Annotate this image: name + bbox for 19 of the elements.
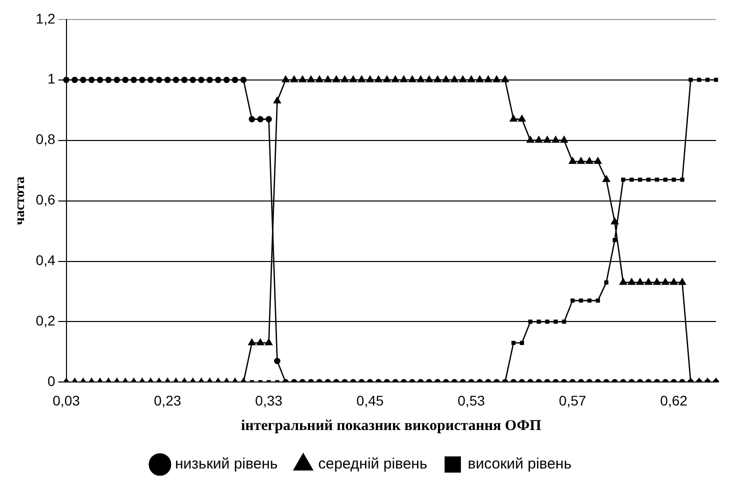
y-axis-title: частота <box>13 176 28 226</box>
y-tick-label: 0,2 <box>36 312 56 329</box>
x-tick-label: 0,62 <box>660 392 688 408</box>
y-tick-label: 0,8 <box>36 131 56 148</box>
legend-label: високий рівень <box>468 456 572 473</box>
y-tick-label: 1 <box>47 70 56 87</box>
y-tick-label: 0,4 <box>36 252 56 268</box>
legend-label: низький рівень <box>174 456 278 473</box>
legend-label: середній рівень <box>318 456 428 473</box>
x-axis-title: інтегральний показник використання ОФП <box>240 418 542 434</box>
x-tick-label: 0,33 <box>255 392 283 408</box>
x-tick-label: 0,57 <box>558 392 586 408</box>
x-tick-label: 0,23 <box>154 392 182 408</box>
x-tick-label: 0,03 <box>52 392 80 408</box>
y-tick-label: 0,6 <box>36 192 56 208</box>
y-tick-label: 1,2 <box>36 10 56 26</box>
x-tick-label: 0,53 <box>458 392 486 408</box>
x-tick-label: 0,45 <box>356 392 384 408</box>
y-tick-label: 0 <box>47 373 56 390</box>
